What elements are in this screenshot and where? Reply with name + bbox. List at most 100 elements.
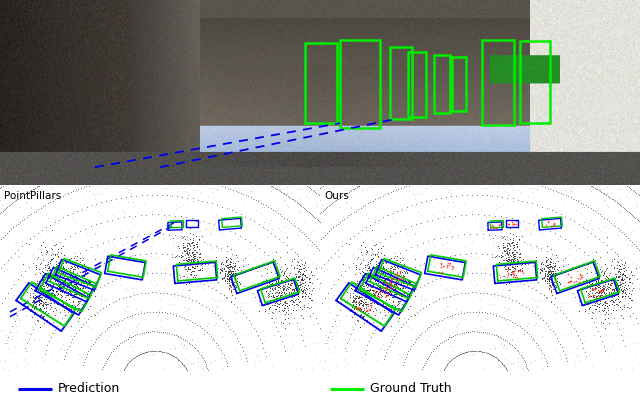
- Point: [335, 195, 345, 201]
- Point: [42, 300, 52, 307]
- Point: [223, 262, 233, 268]
- Point: [261, 288, 271, 295]
- Point: [67, 293, 77, 300]
- Point: [621, 308, 631, 314]
- Point: [426, 349, 436, 356]
- Point: [616, 286, 626, 292]
- Point: [508, 257, 518, 263]
- Point: [351, 184, 362, 190]
- Point: [194, 254, 204, 260]
- Point: [282, 190, 292, 196]
- Point: [548, 274, 559, 280]
- Point: [116, 189, 127, 195]
- Point: [355, 306, 365, 313]
- Point: [372, 280, 382, 287]
- Point: [237, 261, 247, 268]
- Point: [540, 273, 550, 279]
- Point: [182, 223, 193, 230]
- Point: [444, 262, 454, 268]
- Point: [276, 319, 286, 326]
- Point: [398, 289, 408, 296]
- Point: [257, 340, 267, 347]
- Point: [68, 255, 79, 261]
- Point: [45, 284, 56, 290]
- Point: [133, 289, 143, 295]
- Point: [346, 290, 356, 296]
- Point: [31, 295, 42, 301]
- Point: [511, 260, 521, 267]
- Point: [291, 223, 301, 230]
- Point: [246, 194, 256, 201]
- Point: [378, 287, 388, 293]
- Point: [287, 280, 298, 287]
- Point: [348, 290, 358, 296]
- Point: [617, 277, 627, 284]
- Point: [282, 274, 292, 281]
- Point: [246, 290, 257, 296]
- Point: [365, 265, 376, 272]
- Point: [71, 282, 81, 288]
- Point: [365, 260, 375, 266]
- Point: [22, 333, 33, 340]
- Point: [9, 280, 19, 287]
- Point: [38, 313, 48, 320]
- Point: [394, 272, 404, 278]
- Point: [588, 293, 598, 300]
- Point: [48, 308, 58, 314]
- Point: [69, 333, 79, 339]
- Point: [552, 334, 562, 341]
- Point: [263, 300, 273, 306]
- Point: [72, 291, 82, 297]
- Point: [262, 269, 273, 276]
- Point: [188, 254, 198, 260]
- Point: [337, 217, 348, 223]
- Point: [289, 287, 299, 293]
- Point: [157, 348, 167, 355]
- Point: [503, 251, 513, 258]
- Point: [131, 193, 141, 199]
- Point: [43, 200, 53, 207]
- Point: [177, 256, 188, 263]
- Point: [35, 282, 45, 288]
- Point: [449, 272, 459, 279]
- Point: [230, 282, 240, 288]
- Point: [506, 274, 516, 280]
- Point: [608, 277, 618, 283]
- Point: [596, 292, 606, 299]
- Point: [495, 262, 506, 269]
- Point: [370, 326, 380, 333]
- Point: [297, 277, 307, 284]
- Point: [74, 314, 84, 321]
- Point: [456, 290, 466, 297]
- Point: [532, 342, 543, 348]
- Point: [90, 338, 100, 345]
- Point: [93, 331, 104, 337]
- Point: [547, 264, 557, 271]
- Point: [140, 244, 150, 250]
- Point: [230, 279, 240, 285]
- Point: [387, 275, 397, 281]
- Point: [419, 296, 429, 303]
- Point: [500, 188, 510, 195]
- Point: [368, 269, 378, 276]
- Point: [301, 290, 312, 297]
- Point: [221, 264, 232, 270]
- Point: [497, 194, 508, 200]
- Point: [545, 263, 555, 269]
- Point: [620, 278, 630, 285]
- Point: [280, 300, 290, 306]
- Point: [579, 344, 589, 351]
- Point: [294, 268, 304, 274]
- Point: [614, 196, 625, 202]
- Point: [390, 219, 400, 225]
- Point: [265, 304, 275, 311]
- Point: [425, 351, 435, 357]
- Point: [179, 244, 189, 250]
- Point: [493, 292, 503, 298]
- Point: [515, 189, 525, 195]
- Point: [190, 320, 200, 326]
- Point: [625, 314, 636, 321]
- Point: [603, 280, 613, 286]
- Point: [354, 295, 364, 302]
- Point: [577, 340, 587, 347]
